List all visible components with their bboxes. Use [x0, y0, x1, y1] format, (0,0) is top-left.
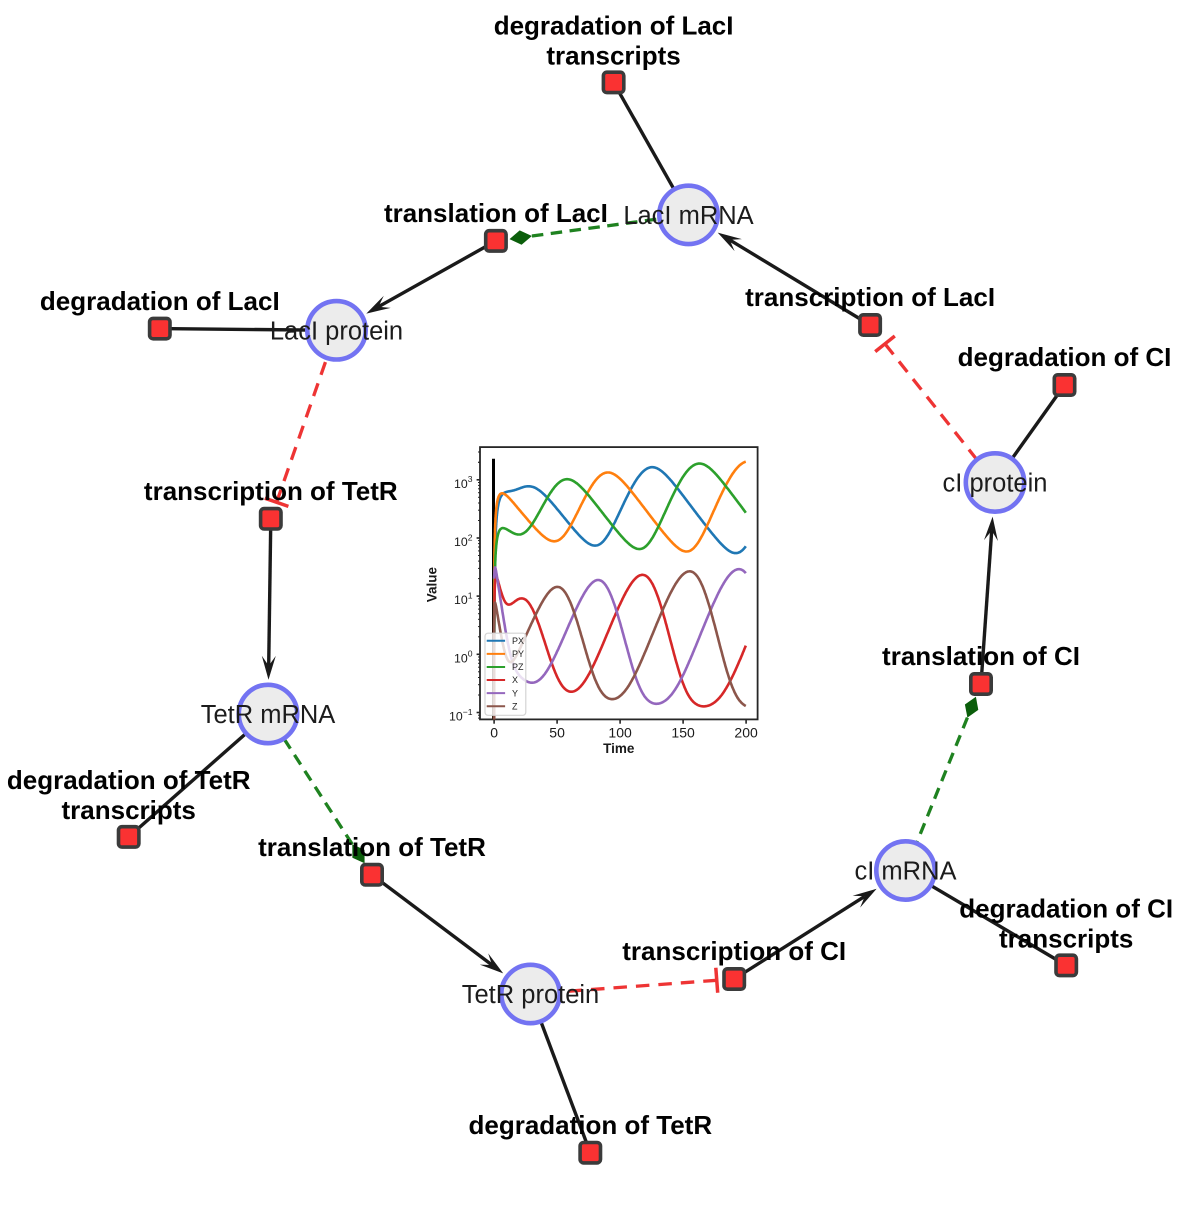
svg-text:PX: PX — [512, 636, 524, 646]
svg-text:TetR mRNA: TetR mRNA — [201, 701, 336, 729]
svg-text:0: 0 — [490, 725, 498, 741]
svg-text:TetR protein: TetR protein — [462, 981, 600, 1009]
svg-text:degradation of CI: degradation of CI — [959, 894, 1173, 924]
svg-text:transcription of TetR: transcription of TetR — [144, 476, 398, 506]
svg-text:PY: PY — [512, 649, 524, 659]
svg-text:degradation of CI: degradation of CI — [958, 342, 1172, 372]
svg-text:Z: Z — [512, 701, 518, 711]
svg-text:LacI protein: LacI protein — [270, 318, 403, 346]
svg-text:150: 150 — [671, 725, 695, 741]
svg-text:cI protein: cI protein — [943, 470, 1048, 498]
svg-text:LacI mRNA: LacI mRNA — [623, 202, 753, 230]
svg-text:X: X — [512, 675, 518, 685]
svg-text:cI mRNA: cI mRNA — [855, 858, 957, 886]
svg-text:Y: Y — [512, 688, 518, 698]
svg-text:transcripts: transcripts — [62, 795, 196, 825]
svg-text:PZ: PZ — [512, 662, 524, 672]
svg-text:degradation of LacI: degradation of LacI — [40, 286, 280, 316]
svg-text:translation of CI: translation of CI — [882, 641, 1080, 671]
svg-text:degradation of LacI: degradation of LacI — [494, 11, 734, 41]
svg-text:transcripts: transcripts — [546, 41, 680, 71]
svg-text:translation of TetR: translation of TetR — [258, 832, 486, 862]
svg-text:200: 200 — [734, 725, 758, 741]
svg-text:transcription of CI: transcription of CI — [622, 936, 846, 966]
svg-text:degradation of TetR: degradation of TetR — [468, 1110, 712, 1140]
svg-text:100: 100 — [608, 725, 632, 741]
svg-text:translation of LacI: translation of LacI — [384, 198, 608, 228]
svg-text:Time: Time — [603, 741, 635, 756]
svg-text:Value: Value — [425, 566, 440, 602]
svg-text:50: 50 — [549, 725, 565, 741]
svg-text:transcripts: transcripts — [999, 924, 1133, 954]
svg-text:transcription of LacI: transcription of LacI — [745, 282, 995, 312]
svg-text:degradation of TetR: degradation of TetR — [7, 765, 251, 795]
